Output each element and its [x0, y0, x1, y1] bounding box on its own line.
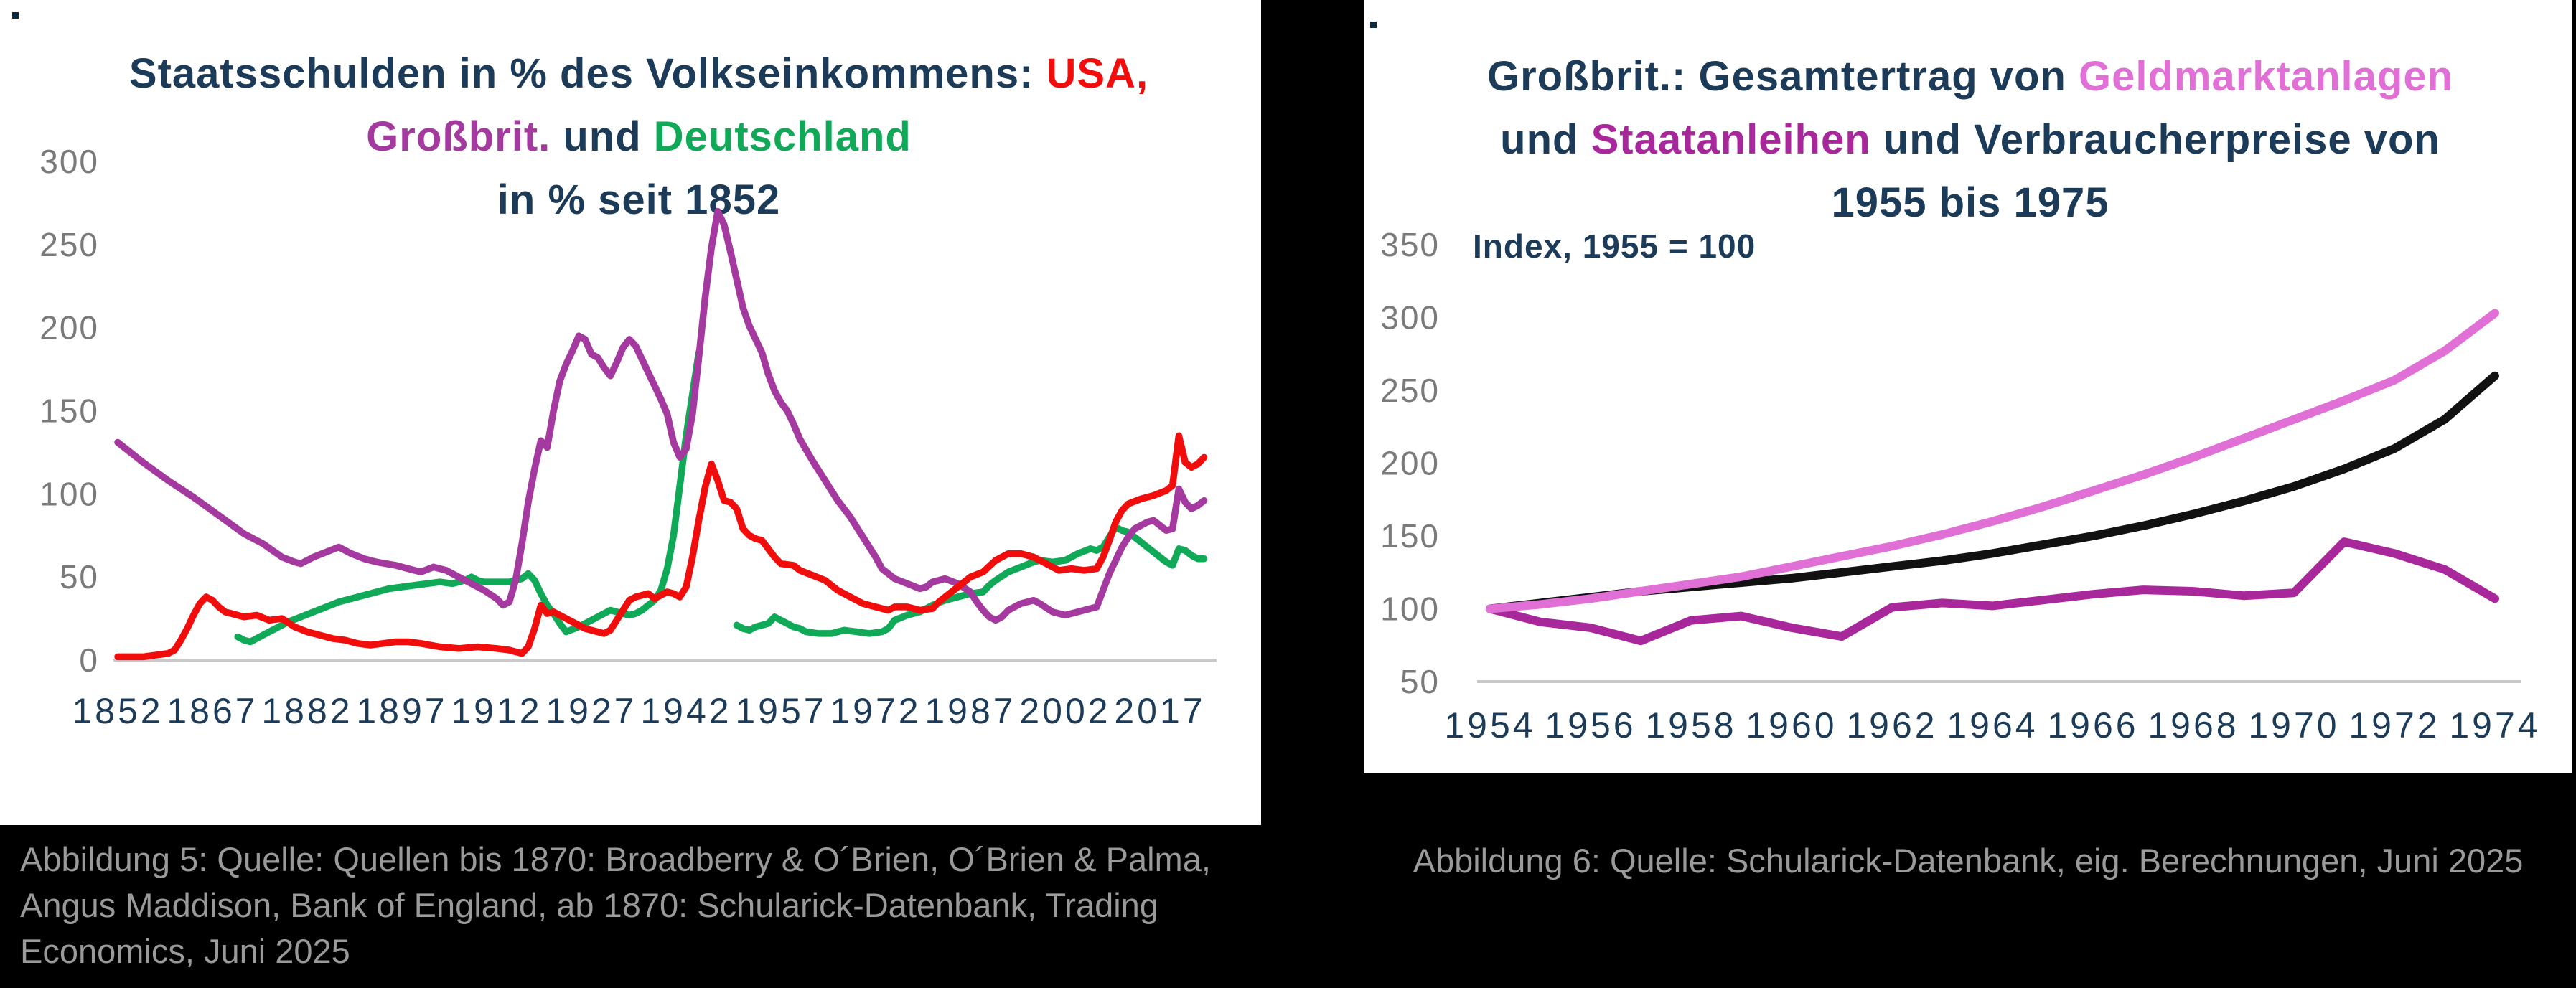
returns-x-tick-label: 1956	[1545, 705, 1636, 745]
debt-x-tick-label: 1867	[167, 691, 258, 731]
title-line: Großbrit. und Deutschland	[93, 105, 1184, 169]
title-part: und Verbraucherpreise von	[1870, 116, 2440, 163]
chart-title-returns: Großbrit.: Gesamtertrag von Geldmarktanl…	[1410, 45, 2530, 235]
title-line: 1955 bis 1975	[1410, 171, 2530, 235]
index-annotation: Index, 1955 = 100	[1473, 227, 1756, 265]
returns-y-tick-label: 200	[1380, 445, 1440, 482]
returns-x-tick-label: 1972	[2348, 705, 2440, 745]
returns-x-tick-label: 1968	[2148, 705, 2239, 745]
title-part: Geldmarktanlagen	[2078, 52, 2454, 100]
debt-x-tick-label: 2017	[1114, 691, 1205, 731]
returns-x-tick-label: 1966	[2047, 705, 2138, 745]
debt-y-tick-label: 250	[39, 226, 99, 263]
returns-x-tick-label: 1970	[2248, 705, 2339, 745]
caption-line: Abbildung 6: Quelle: Schularick-Datenban…	[1413, 842, 2524, 880]
bullet-dot-left	[12, 12, 19, 19]
returns-x-tick-label: 1974	[2449, 705, 2540, 745]
debt-x-tick-label: 1972	[830, 691, 921, 731]
returns-y-tick-label: 250	[1380, 372, 1440, 409]
title-part: Deutschland	[653, 113, 912, 160]
title-part: USA,	[1046, 50, 1149, 97]
returns-y-tick-label: 350	[1380, 226, 1440, 263]
series-line-geldmarktanlagen	[1486, 309, 2499, 613]
title-line: in % seit 1852	[93, 169, 1184, 232]
caption-line: Angus Maddison, Bank of England, ab 1870…	[20, 886, 1158, 924]
caption-figure-5: Abbildung 5: Quelle: Quellen bis 1870: B…	[20, 837, 1226, 974]
caption-line: Abbildung 5: Quelle: Quellen bis 1870: B…	[20, 840, 1211, 878]
title-part: Großbrit.: Gesamtertrag von	[1486, 52, 2079, 100]
series-line-gro-brit-	[114, 207, 1208, 624]
series-line-staatanleihen	[1486, 537, 2499, 646]
bullet-dot-right	[1370, 22, 1377, 28]
debt-x-tick-label: 1927	[545, 691, 637, 731]
title-part: 1955 bis 1975	[1831, 179, 2109, 226]
debt-x-tick-label: 1852	[72, 691, 163, 731]
returns-y-tick-label: 100	[1380, 591, 1440, 628]
title-line: und Staatanleihen und Verbraucherpreise …	[1410, 108, 2530, 171]
debt-x-tick-label: 1942	[640, 691, 731, 731]
returns-x-tick-label: 1960	[1746, 705, 1837, 745]
debt-y-tick-label: 300	[39, 143, 99, 180]
debt-x-tick-label: 1957	[735, 691, 826, 731]
title-part: Staatsschulden in % des Volkseinkommens:	[128, 50, 1046, 97]
debt-x-tick-label: 1897	[356, 691, 447, 731]
returns-x-tick-label: 1958	[1645, 705, 1736, 745]
debt-x-tick-label: 1987	[924, 691, 1016, 731]
figure-5-card	[0, 0, 1261, 825]
debt-y-tick-label: 0	[79, 641, 99, 679]
debt-y-tick-label: 150	[39, 392, 99, 429]
returns-y-tick-label: 300	[1380, 299, 1440, 337]
returns-y-tick-label: 50	[1400, 663, 1440, 700]
debt-y-tick-label: 100	[39, 475, 99, 512]
chart-title-debt: Staatsschulden in % des Volkseinkommens:…	[93, 42, 1184, 232]
title-line: Großbrit.: Gesamtertrag von Geldmarktanl…	[1410, 45, 2530, 108]
debt-x-tick-label: 1912	[451, 691, 542, 731]
series-line-verbraucherpreise	[1486, 371, 2499, 613]
series-line-usa	[114, 432, 1208, 661]
title-part: in % seit 1852	[497, 176, 781, 223]
returns-y-tick-label: 150	[1380, 517, 1440, 555]
title-part: und	[1500, 116, 1591, 163]
returns-x-tick-label: 1962	[1846, 705, 1937, 745]
debt-y-tick-label: 200	[39, 309, 99, 347]
caption-figure-6: Abbildung 6: Quelle: Schularick-Datenban…	[1364, 838, 2572, 884]
caption-line: Economics, Juni 2025	[20, 932, 350, 970]
debt-x-tick-label: 2002	[1019, 691, 1110, 731]
debt-y-tick-label: 50	[60, 558, 99, 596]
series-line-deutschland	[733, 523, 1208, 637]
returns-x-tick-label: 1954	[1444, 705, 1535, 745]
title-part: und	[551, 113, 654, 160]
title-part: Großbrit.	[366, 113, 551, 160]
title-part: Staatanleihen	[1591, 116, 1871, 163]
returns-x-tick-label: 1964	[1947, 705, 2038, 745]
debt-x-tick-label: 1882	[261, 691, 352, 731]
title-line: Staatsschulden in % des Volkseinkommens:…	[93, 42, 1184, 105]
